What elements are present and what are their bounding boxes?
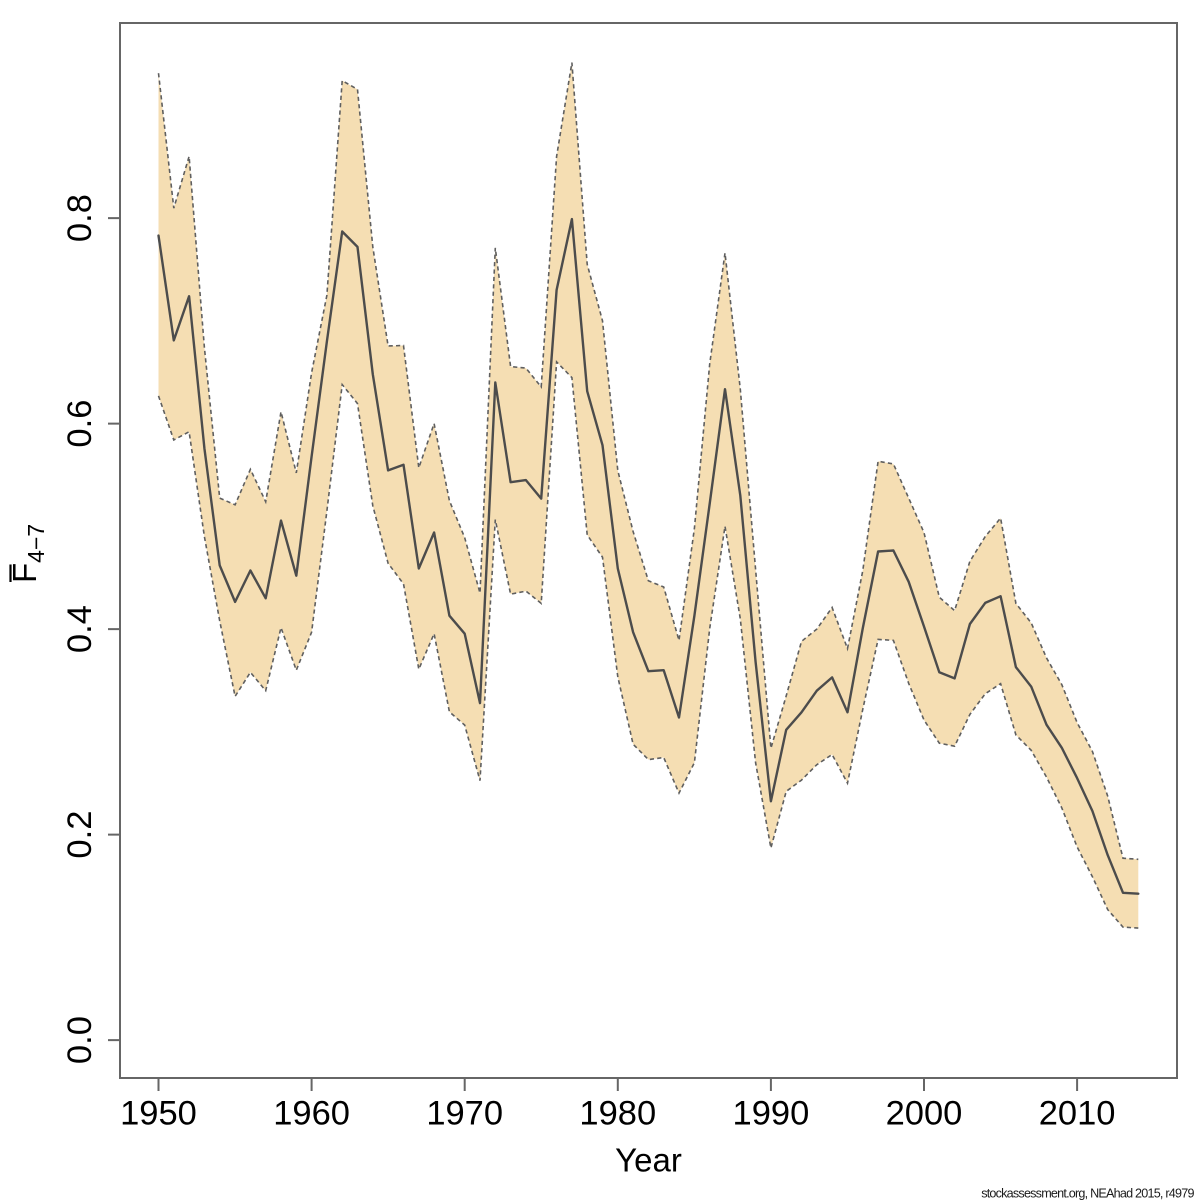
svg-text:2010: 2010 xyxy=(1039,1095,1116,1133)
svg-text:0.2: 0.2 xyxy=(61,811,99,859)
svg-text:1970: 1970 xyxy=(426,1095,503,1133)
svg-text:1960: 1960 xyxy=(273,1095,350,1133)
svg-text:Year: Year xyxy=(615,1142,682,1179)
svg-text:1980: 1980 xyxy=(579,1095,656,1133)
svg-text:stockassessment.org, NEAhad 20: stockassessment.org, NEAhad 2015, r4979 xyxy=(981,1187,1194,1200)
svg-text:0.8: 0.8 xyxy=(61,194,99,242)
svg-text:1990: 1990 xyxy=(733,1095,810,1133)
svg-text:2000: 2000 xyxy=(886,1095,963,1133)
svg-text:0.6: 0.6 xyxy=(61,400,99,448)
svg-text:0.4: 0.4 xyxy=(61,605,99,653)
svg-text:1950: 1950 xyxy=(120,1095,197,1133)
svg-text:0.0: 0.0 xyxy=(61,1016,99,1064)
